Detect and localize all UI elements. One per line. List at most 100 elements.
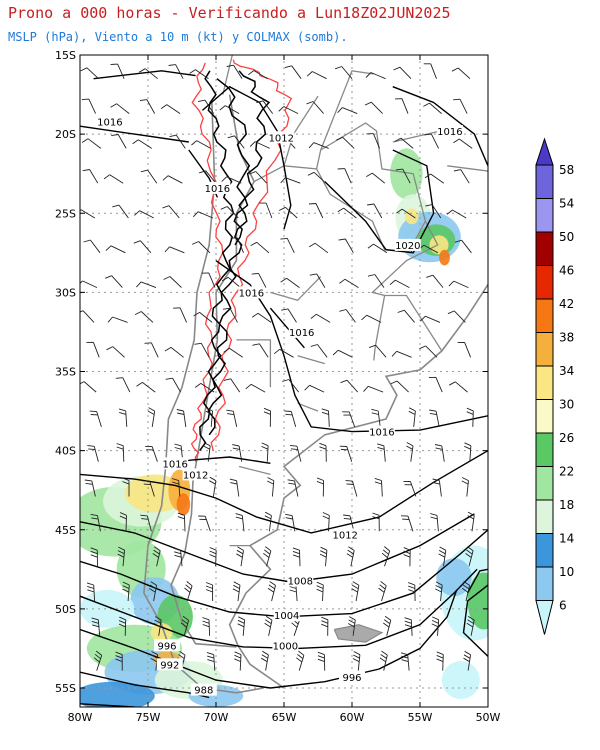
wind-barb — [90, 547, 98, 567]
isobar-label: 1020 — [395, 241, 420, 252]
wind-barb — [310, 344, 328, 358]
wind-barb — [342, 411, 356, 428]
wind-barb — [424, 173, 445, 184]
wind-barb — [110, 103, 130, 114]
isobar-label: 1016 — [289, 328, 314, 339]
wind-barb — [453, 98, 468, 114]
wind-barb — [339, 445, 353, 462]
colorbar-label: 54 — [559, 197, 574, 211]
lat-label: 20S — [55, 128, 76, 141]
wind-barb — [149, 581, 158, 602]
topo-contour-black — [199, 70, 235, 452]
wind-barb — [316, 477, 325, 497]
isobar — [324, 149, 435, 254]
isobar-label: 1000 — [273, 641, 298, 652]
isobar-label: 1016 — [239, 288, 264, 299]
wind-barb — [184, 581, 193, 602]
lon-label: 50W — [476, 711, 501, 724]
wind-barb — [463, 650, 472, 671]
wind-barb — [264, 615, 273, 636]
wind-barb — [278, 106, 299, 115]
isobar — [392, 86, 488, 167]
wind-barb — [82, 169, 99, 184]
wind-barb — [80, 381, 97, 393]
wind-barb — [230, 237, 244, 253]
wind-barb — [80, 310, 95, 323]
wind-barb — [106, 346, 125, 358]
wind-barb — [223, 347, 243, 358]
wind-barb — [153, 616, 162, 636]
wind-barb — [111, 134, 127, 149]
wind-barb — [235, 513, 245, 532]
wind-barb — [138, 68, 158, 80]
wind-barb — [136, 382, 156, 393]
wind-barb — [284, 410, 297, 428]
wind-barb — [260, 650, 269, 671]
wind-barb — [206, 652, 216, 671]
wind-barb — [86, 582, 96, 602]
wind-barb — [336, 136, 355, 149]
wind-barb — [453, 138, 473, 149]
wind-barb — [278, 206, 298, 219]
wind-barb — [248, 70, 268, 80]
province-border — [373, 347, 376, 361]
wind-barb — [465, 546, 474, 567]
wind-barb — [352, 651, 361, 671]
wind-barb — [308, 142, 329, 149]
province-border — [297, 355, 325, 365]
colorbar-label: 18 — [559, 498, 574, 512]
wind-barb — [308, 203, 324, 219]
wind-barb — [379, 650, 388, 671]
map-subtitle: MSLP (hPa), Viento a 10 m (kt) y COLMAX … — [8, 30, 348, 44]
wind-barb — [395, 168, 411, 184]
isobar-label: 1016 — [437, 127, 462, 138]
lat-label: 35S — [55, 366, 76, 379]
wind-barb — [90, 513, 101, 532]
topo-contour-black — [207, 70, 271, 436]
wind-barb — [117, 546, 126, 567]
isobar-label-bg — [394, 238, 421, 251]
wind-barb — [319, 442, 327, 462]
wind-barb — [150, 651, 159, 671]
isobar-label-bg — [238, 286, 265, 299]
province-border — [238, 465, 271, 476]
wind-barb — [317, 651, 326, 671]
wind-barb — [332, 349, 353, 358]
wind-barb — [420, 315, 441, 323]
province-border — [236, 339, 272, 388]
wind-barb — [454, 239, 472, 254]
wind-barb — [423, 63, 437, 79]
wind-barb — [194, 342, 210, 358]
wind-barb — [394, 98, 409, 114]
isobar-label-bg — [339, 670, 365, 683]
wind-barb — [316, 581, 324, 602]
wind-barb — [205, 582, 214, 601]
colorbar-label: 34 — [559, 364, 574, 378]
wind-barb — [118, 616, 127, 636]
wind-barb — [261, 442, 269, 462]
lat-label: 45S — [55, 524, 76, 537]
wind-barb — [132, 139, 152, 149]
wind-barb — [363, 385, 384, 393]
wind-barb — [430, 513, 439, 532]
wind-barb — [122, 581, 130, 602]
wind-barb — [192, 241, 211, 254]
wind-barb — [249, 141, 270, 149]
topo-contour-west — [190, 62, 224, 462]
wind-barb — [381, 546, 391, 567]
isobar-label-bg — [287, 574, 314, 587]
wind-barb — [447, 310, 466, 323]
wind-barb — [198, 170, 217, 184]
wind-barb — [162, 205, 180, 219]
wind-barb — [389, 279, 410, 288]
isobar-label-bg — [332, 528, 359, 541]
wind-barb — [176, 409, 187, 427]
colorbar-swatch — [535, 365, 554, 400]
wind-barb — [162, 175, 183, 184]
wind-barb — [249, 171, 268, 184]
wind-barb — [115, 377, 131, 393]
wind-barb — [263, 407, 271, 427]
map-title: Prono a 000 horas - Verificando a Lun18Z… — [8, 4, 451, 22]
wind-barb — [448, 280, 469, 289]
lat-label: 55S — [55, 682, 76, 695]
